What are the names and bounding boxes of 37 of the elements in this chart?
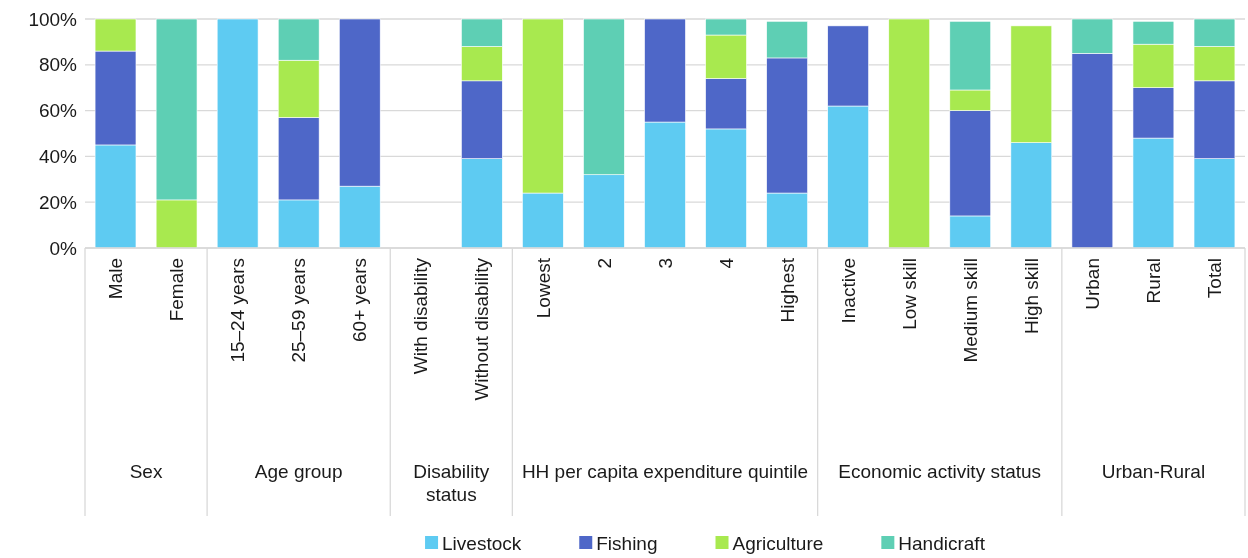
x-tick-label: Lowest bbox=[532, 257, 554, 319]
legend-label: Livestock bbox=[442, 532, 522, 554]
x-tick-label: 2 bbox=[593, 258, 615, 269]
y-tick-label: 20% bbox=[38, 191, 78, 213]
x-tick-label: Highest bbox=[776, 257, 798, 323]
text: HH per capita expenditure quintile bbox=[521, 461, 809, 482]
x-tick-label: High skill bbox=[1020, 258, 1042, 335]
bar bbox=[216, 18, 259, 249]
x-tick-label: Low skill bbox=[898, 258, 920, 330]
text: Sex bbox=[129, 461, 163, 482]
y-tick-label: 80% bbox=[38, 54, 78, 76]
text: Disability status bbox=[413, 461, 490, 505]
x-tick-label: 15–24 years bbox=[227, 258, 249, 363]
bar bbox=[888, 18, 930, 249]
x-tick-label: Inactive bbox=[837, 258, 859, 324]
x-tick-label: Female bbox=[166, 258, 188, 322]
x-tick-label: 3 bbox=[654, 258, 676, 269]
x-tick-label: Medium skill bbox=[959, 258, 981, 363]
x-tick-label: With disability bbox=[410, 257, 432, 375]
y-tick-label: 60% bbox=[38, 100, 78, 122]
y-tick-label: 40% bbox=[38, 145, 78, 167]
y-tick-label: 0% bbox=[49, 237, 78, 259]
y-tick-label: 100% bbox=[28, 8, 78, 30]
x-tick-label: 25–59 years bbox=[288, 258, 310, 363]
legend-label: Fishing bbox=[596, 532, 658, 554]
x-tick-label: Without disability bbox=[471, 257, 493, 401]
legend-label: Handicraft bbox=[898, 532, 986, 554]
text: Urban-Rural bbox=[1101, 461, 1206, 482]
text: Economic activity status bbox=[838, 461, 1042, 482]
x-tick-label: Rural bbox=[1143, 258, 1165, 304]
x-tick-label: Total bbox=[1204, 258, 1226, 299]
text: Age group bbox=[254, 461, 343, 482]
x-tick-label: Urban bbox=[1082, 258, 1104, 310]
legend-label: Agriculture bbox=[732, 532, 824, 554]
x-tick-label: Male bbox=[105, 258, 127, 300]
x-tick-label: 60+ years bbox=[349, 258, 371, 342]
x-tick-label: 4 bbox=[715, 257, 737, 269]
